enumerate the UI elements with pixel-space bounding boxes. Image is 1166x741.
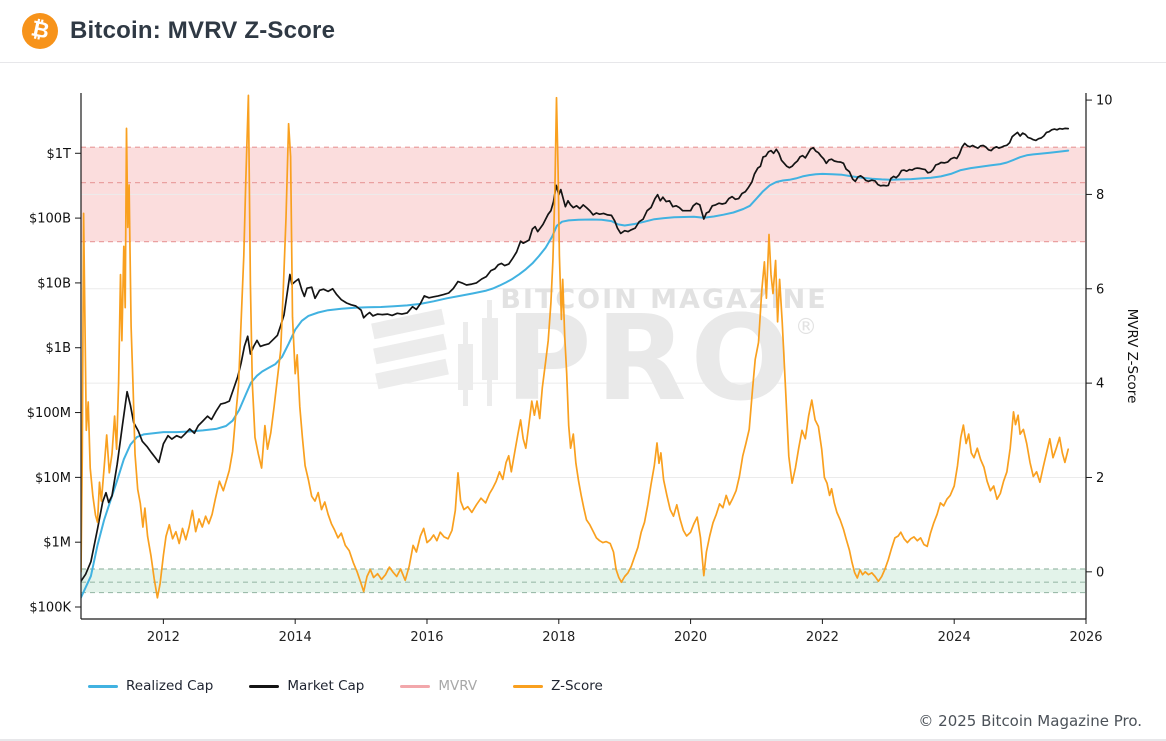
legend-item-mvrv[interactable]: MVRV — [400, 678, 477, 694]
legend-item-market-cap[interactable]: Market Cap — [249, 678, 364, 694]
y-left-tick-label: $100M — [27, 406, 71, 421]
legend-swatch-z-score — [513, 684, 544, 688]
y-left-tick-label: $100B — [29, 212, 71, 227]
x-tick-label: 2012 — [147, 630, 180, 645]
y-left-tick-label: $1M — [43, 536, 71, 551]
zone-undervalued — [81, 568, 1086, 593]
y-right-tick-label: 8 — [1096, 188, 1104, 203]
header: ₿ Bitcoin: MVRV Z-Score — [0, 0, 1166, 63]
x-tick-label: 2020 — [674, 630, 707, 645]
legend-swatch-mvrv — [400, 684, 431, 688]
x-tick-label: 2024 — [938, 630, 971, 645]
x-tick-label: 2016 — [410, 630, 443, 645]
axes-layer: $100K $1M $10M $100M $1B $10B $100B $1T 0 2 4 6 8 10 2… — [27, 93, 1113, 645]
bitcoin-icon: ₿ — [22, 13, 58, 49]
legend-label: Market Cap — [287, 678, 365, 694]
series-layer — [81, 94, 1070, 599]
legend: Realized Cap Market Cap MVRV Z-Score — [88, 678, 603, 694]
legend-label: MVRV — [438, 678, 478, 694]
x-tick-label: 2018 — [542, 630, 575, 645]
y-left-tick-label: $100K — [29, 601, 71, 616]
page-title: Bitcoin: MVRV Z-Score — [70, 17, 336, 44]
y-right-tick-label: 10 — [1096, 94, 1113, 109]
legend-item-realized-cap[interactable]: Realized Cap — [88, 678, 213, 694]
y-right-tick-label: 0 — [1096, 565, 1104, 580]
bitcoin-glyph: ₿ — [28, 16, 52, 45]
registered-mark-icon: ® — [795, 315, 817, 340]
legend-item-z-score[interactable]: Z-Score — [513, 678, 603, 694]
y-right-tick-label: 6 — [1096, 282, 1104, 297]
series-realized-cap[interactable] — [81, 149, 1070, 599]
legend-label: Realized Cap — [126, 678, 214, 694]
y-right-tick-label: 4 — [1096, 377, 1104, 392]
watermark-text-top: BITCOIN MAGAZINE — [500, 284, 827, 315]
y-right-tick-label: 2 — [1096, 471, 1104, 486]
y-left-tick-label: $10M — [35, 471, 71, 486]
x-tick-label: 2026 — [1069, 630, 1102, 645]
legend-swatch-realized-cap — [88, 684, 118, 688]
x-tick-label: 2014 — [279, 630, 312, 645]
legend-swatch-market-cap — [249, 684, 280, 688]
gridlines-layer — [81, 193, 1086, 478]
y-left-tick-label: $1B — [46, 341, 71, 356]
right-axis-title: MVRV Z-Score — [1124, 309, 1140, 404]
watermark: BITCOIN MAGAZINE PRO ® — [371, 284, 827, 427]
bitcoin-magazine-logo-icon — [371, 300, 498, 406]
watermark-text-pro: PRO — [505, 289, 795, 427]
y-left-tick-label: $1T — [47, 147, 72, 162]
copyright-text: © 2025 Bitcoin Magazine Pro. — [918, 712, 1142, 730]
series-z-score[interactable] — [81, 94, 1070, 599]
x-tick-label: 2022 — [806, 630, 839, 645]
series-market-cap[interactable] — [81, 127, 1070, 583]
y-left-tick-label: $10B — [37, 276, 71, 291]
legend-label: Z-Score — [551, 678, 603, 694]
